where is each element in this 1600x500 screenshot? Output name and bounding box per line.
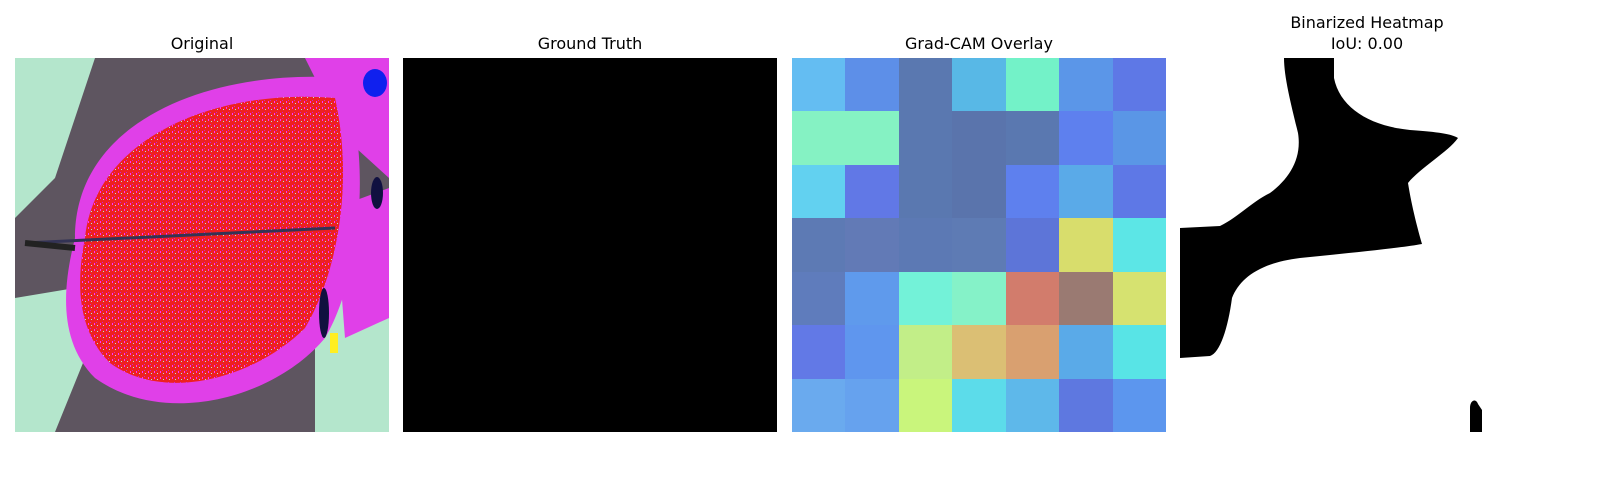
gradcam-cell — [792, 111, 846, 165]
gradcam-cell — [898, 111, 953, 165]
iou-label: IoU: 0.00 — [1330, 34, 1404, 53]
gradcam-cell — [1059, 218, 1113, 272]
gradcam-cell — [898, 378, 953, 432]
binarized-mask-svg — [1180, 58, 1482, 432]
leaf-image-svg — [15, 58, 389, 432]
gradcam-cell — [952, 111, 1006, 165]
gradcam-cell — [898, 58, 953, 112]
gradcam-cell — [898, 325, 953, 379]
gradcam-cell — [952, 271, 1006, 326]
gradcam-cell — [845, 271, 899, 326]
original-title: Original — [170, 34, 234, 53]
gradcam-cell — [1059, 164, 1113, 219]
binarized-blob — [1180, 58, 1458, 358]
gradcam-cell — [1005, 378, 1060, 432]
gradcam-cell — [1005, 164, 1060, 219]
ground-truth-mask — [403, 58, 777, 432]
gradcam-cell — [792, 325, 846, 379]
binarized-small-blob — [1470, 400, 1482, 432]
gradcam-cell — [952, 164, 1006, 219]
gradcam-cell — [845, 58, 899, 112]
gradcam-cell — [845, 218, 899, 272]
gradcam-cell — [845, 111, 899, 165]
gradcam-cell — [1112, 164, 1166, 219]
gradcam-cell — [1005, 218, 1060, 272]
binarized-heatmap — [1180, 58, 1554, 432]
gradcam-cell — [1005, 58, 1060, 112]
gradcam-cell — [952, 218, 1006, 272]
gradcam-cell — [1112, 271, 1166, 326]
binarized-title-line1: Binarized Heatmap — [1290, 13, 1444, 32]
gradcam-cell — [1112, 218, 1166, 272]
gradcam-cell — [792, 218, 846, 272]
gradcam-cell — [1005, 271, 1060, 326]
gradcam-title: Grad-CAM Overlay — [905, 34, 1053, 53]
gradcam-cell — [792, 58, 846, 112]
gradcam-cell — [1112, 111, 1166, 165]
gradcam-grid — [792, 58, 1166, 432]
gradcam-cell — [792, 378, 846, 432]
binarized-title: Binarized Heatmap IoU: 0.00 — [1180, 12, 1554, 54]
gradcam-cell — [952, 58, 1006, 112]
gradcam-cell — [1112, 58, 1166, 112]
gradcam-cell — [845, 378, 899, 432]
gradcam-cell — [792, 271, 846, 326]
gradcam-cell — [1059, 378, 1113, 432]
gradcam-cell — [898, 164, 953, 219]
gradcam-cell — [1112, 378, 1166, 432]
gradcam-cell — [1005, 325, 1060, 379]
gradcam-cell — [1005, 111, 1060, 165]
gradcam-overlay — [792, 58, 1166, 432]
gradcam-cell — [1059, 271, 1113, 326]
gradcam-cell — [1059, 111, 1113, 165]
original-image — [15, 58, 389, 432]
gradcam-cell — [898, 271, 953, 326]
gradcam-cell — [1112, 325, 1166, 379]
gradcam-cell — [1059, 58, 1113, 112]
gradcam-cell — [1059, 325, 1113, 379]
gradcam-cell — [952, 325, 1006, 379]
gradcam-cell — [898, 218, 953, 272]
gradcam-cell — [845, 325, 899, 379]
ground-truth-title: Ground Truth — [537, 34, 643, 53]
gradcam-cell — [845, 164, 899, 219]
gradcam-cell — [952, 378, 1006, 432]
gradcam-cell — [792, 164, 846, 219]
